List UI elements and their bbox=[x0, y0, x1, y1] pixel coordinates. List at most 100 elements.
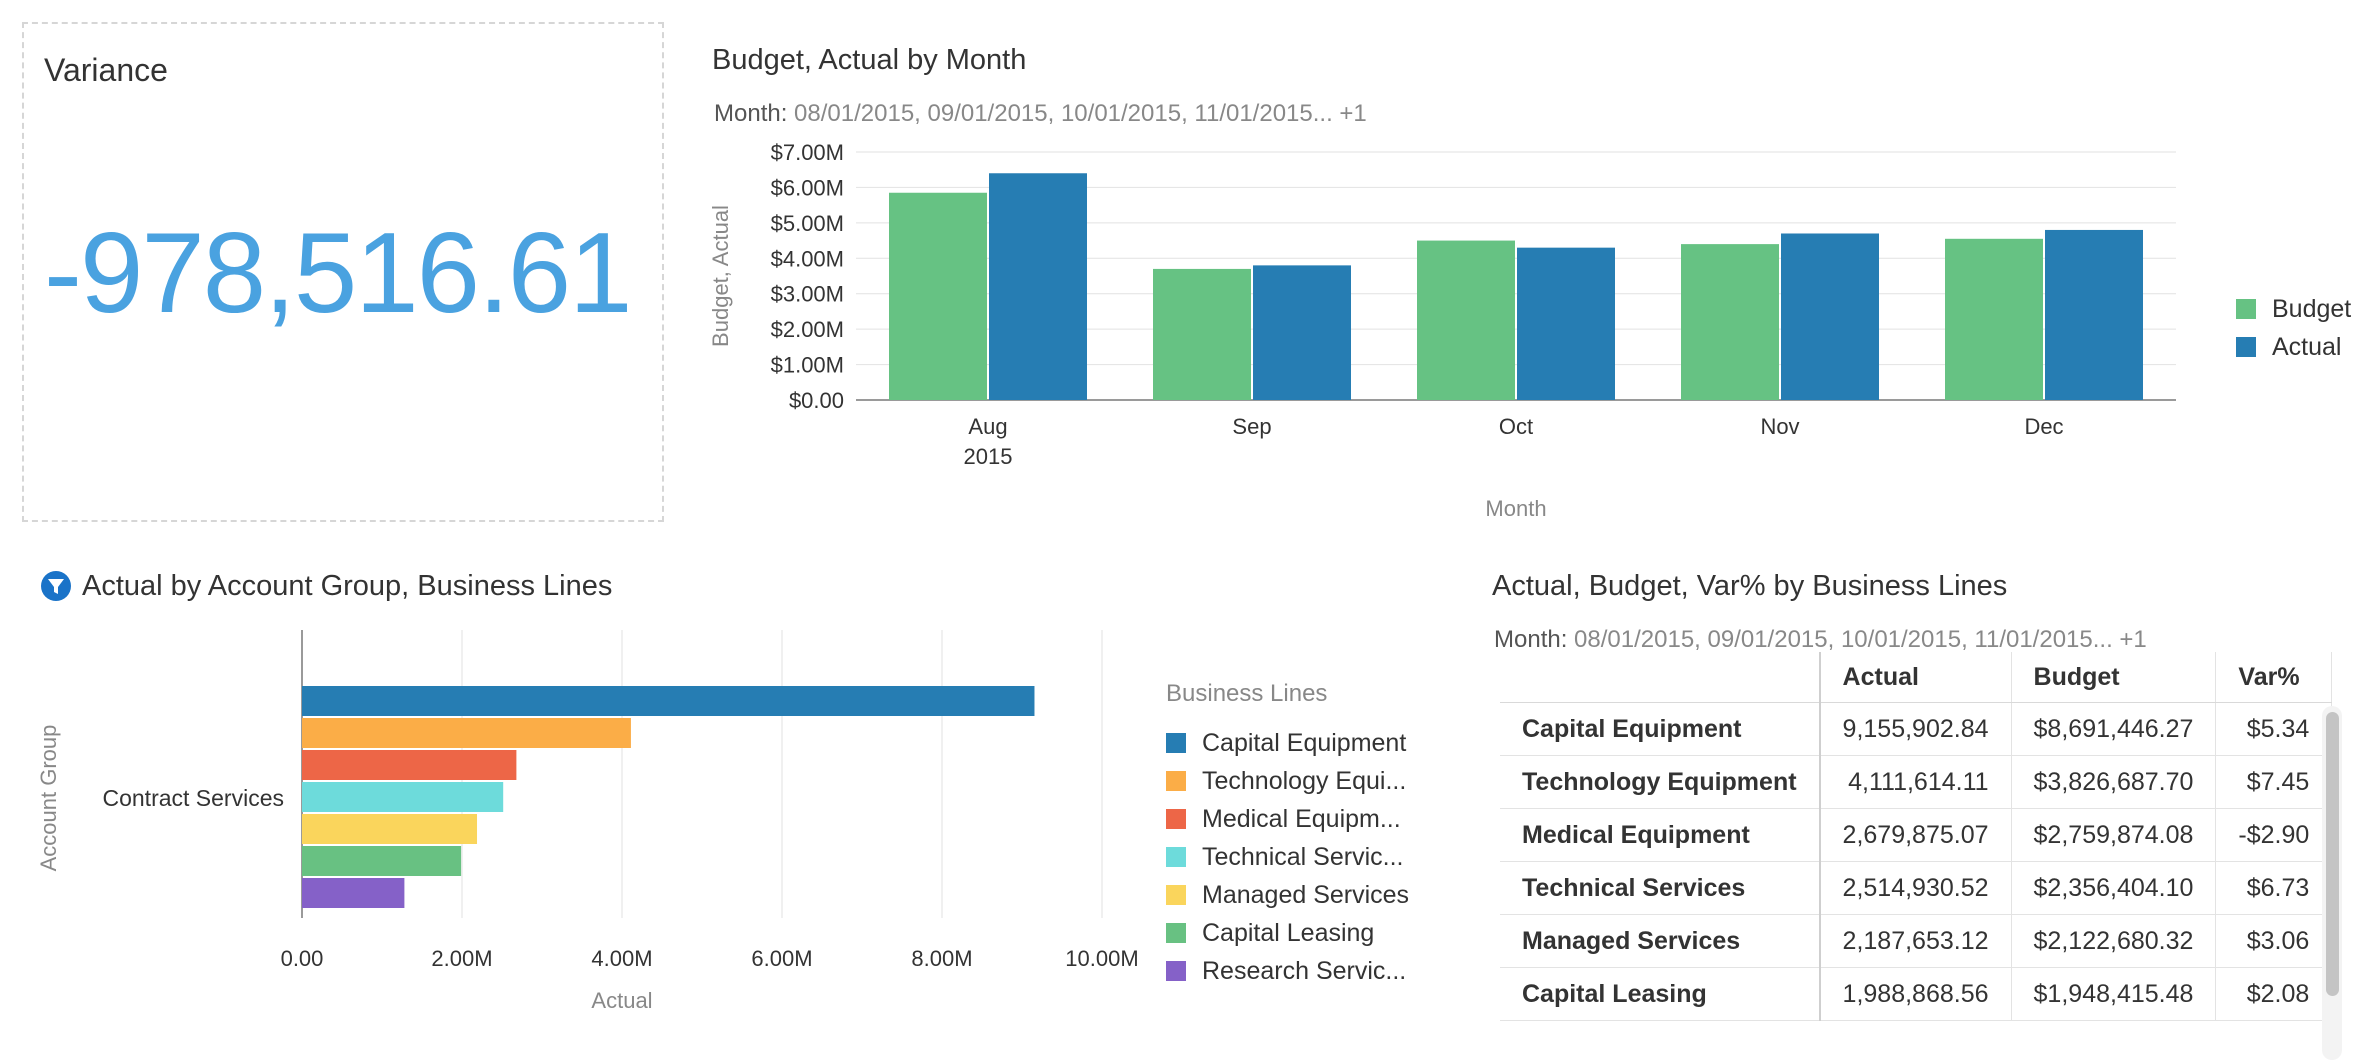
legend-item[interactable]: Technology Equi... bbox=[1166, 762, 1409, 800]
legend-label: Managed Services bbox=[1202, 880, 1410, 909]
legend-item-actual[interactable]: Actual bbox=[2236, 328, 2351, 366]
budget-cell: $1,948,415.48 bbox=[2011, 967, 2217, 1021]
legend-label: Technology Equi... bbox=[1202, 766, 1407, 795]
x-tick-label: 4.00M bbox=[591, 946, 652, 971]
budget-actual-legend: Budget Actual bbox=[2236, 290, 2351, 366]
variance-value: -978,516.61 bbox=[44, 210, 633, 337]
bar-budget-nov[interactable] bbox=[1681, 244, 1779, 400]
x-tick-label: 2.00M bbox=[431, 946, 492, 971]
bar-budget-aug[interactable] bbox=[889, 192, 987, 400]
x-tick-label: Aug bbox=[968, 414, 1007, 439]
budget-cell: $2,759,874.08 bbox=[2011, 808, 2217, 862]
filter-icon[interactable] bbox=[40, 570, 72, 602]
row-header: Technical Services bbox=[1500, 861, 1821, 915]
bar-actual-aug[interactable] bbox=[989, 173, 1087, 400]
bar-budget-sep[interactable] bbox=[1153, 268, 1251, 400]
budget-actual-chart[interactable]: $0.00 $1.00M $2.00M $3.00M $4.00M $5.00M $6.00… bbox=[700, 130, 2200, 530]
bar-capital-equipment[interactable] bbox=[302, 686, 1035, 716]
business-lines-table: Actual Budget Var% Capital Equipment 9,15… bbox=[1500, 652, 2333, 1021]
x-tick-label: 0.00 bbox=[281, 946, 324, 971]
y-tick-label: $0.00 bbox=[789, 388, 844, 413]
filter-label: Month: bbox=[1494, 626, 1568, 653]
legend-item[interactable]: Medical Equipm... bbox=[1166, 800, 1409, 838]
header-var[interactable]: Var% bbox=[2215, 652, 2333, 703]
budget-actual-filter[interactable]: Month: 08/01/2015, 09/01/2015, 10/01/201… bbox=[714, 100, 1367, 128]
bar-actual-oct[interactable] bbox=[1517, 247, 1615, 400]
legend-swatch bbox=[2236, 337, 2256, 357]
category-label: Contract Services bbox=[102, 785, 284, 811]
y-tick-label: $5.00M bbox=[771, 211, 844, 236]
row-header: Medical Equipment bbox=[1500, 808, 1821, 862]
header-budget[interactable]: Budget bbox=[2010, 652, 2217, 703]
budget-cell: $8,691,446.27 bbox=[2011, 702, 2217, 756]
legend-label: Actual bbox=[2272, 332, 2342, 361]
legend-swatch bbox=[1166, 809, 1186, 829]
header-actual[interactable]: Actual bbox=[1818, 652, 2012, 703]
y-tick-label: $2.00M bbox=[771, 317, 844, 342]
bar-actual-nov[interactable] bbox=[1781, 233, 1879, 400]
legend-swatch bbox=[1166, 733, 1186, 753]
table-row[interactable]: Capital Leasing 1,988,868.56 $1,948,415.48… bbox=[1500, 967, 2333, 1021]
var-cell: $7.45 bbox=[2215, 755, 2333, 809]
legend-label: Research Servic... bbox=[1202, 956, 1407, 985]
table-row[interactable]: Medical Equipment 2,679,875.07 $2,759,874.… bbox=[1500, 808, 2333, 862]
y-tick-label: $7.00M bbox=[771, 140, 844, 165]
legend-item[interactable]: Research Servic... bbox=[1166, 952, 1409, 990]
bar-budget-oct[interactable] bbox=[1417, 240, 1515, 400]
account-group-chart[interactable]: 0.00 2.00M 4.00M 6.00M 8.00M 10.00M Contract … bbox=[20, 630, 1140, 1060]
account-group-title: Actual by Account Group, Business Lines bbox=[82, 570, 613, 602]
legend-title: Business Lines bbox=[1166, 680, 1328, 707]
legend-item[interactable]: Capital Equipment bbox=[1166, 724, 1409, 762]
filter-value: 08/01/2015, 09/01/2015, 10/01/2015, 11/0… bbox=[1574, 626, 2147, 653]
var-cell: $5.34 bbox=[2215, 702, 2333, 756]
bar-capital-leasing[interactable] bbox=[302, 846, 462, 876]
x-axis-label: Actual bbox=[591, 988, 652, 1013]
bar-actual-dec[interactable] bbox=[2045, 229, 2143, 400]
x-tick-sublabel: 2015 bbox=[964, 444, 1013, 469]
actual-cell: 2,679,875.07 bbox=[1819, 808, 2012, 862]
legend-item[interactable]: Managed Services bbox=[1166, 876, 1409, 914]
bar-managed-services[interactable] bbox=[302, 814, 478, 844]
bar-technical-services[interactable] bbox=[302, 782, 504, 812]
table-scrollbar-thumb[interactable] bbox=[2326, 712, 2339, 996]
variance-title: Variance bbox=[44, 52, 168, 88]
actual-cell: 2,514,930.52 bbox=[1819, 861, 2012, 915]
bar-budget-dec[interactable] bbox=[1945, 238, 2043, 400]
variance-tile[interactable] bbox=[22, 22, 664, 522]
table-filter[interactable]: Month: 08/01/2015, 09/01/2015, 10/01/201… bbox=[1494, 626, 2147, 654]
bar-technology-equipment[interactable] bbox=[302, 718, 631, 748]
legend-label: Budget bbox=[2272, 294, 2352, 323]
var-cell: $6.73 bbox=[2215, 861, 2333, 915]
table-row[interactable]: Technology Equipment 4,111,614.11 $3,826,6… bbox=[1500, 755, 2333, 809]
x-tick-label: Dec bbox=[2024, 414, 2063, 439]
legend-item[interactable]: Technical Servic... bbox=[1166, 838, 1409, 876]
table-row[interactable]: Managed Services 2,187,653.12 $2,122,680.3… bbox=[1500, 914, 2333, 968]
row-header: Managed Services bbox=[1500, 914, 1821, 968]
actual-cell: 1,988,868.56 bbox=[1819, 967, 2012, 1021]
row-header: Capital Equipment bbox=[1500, 702, 1821, 756]
legend-item-budget[interactable]: Budget bbox=[2236, 290, 2351, 328]
table-row[interactable]: Capital Equipment 9,155,902.84 $8,691,446.… bbox=[1500, 702, 2333, 756]
legend-item[interactable]: Capital Leasing bbox=[1166, 914, 1409, 952]
bar-research-services[interactable] bbox=[302, 878, 405, 908]
actual-cell: 9,155,902.84 bbox=[1819, 702, 2012, 756]
actual-cell: 4,111,614.11 bbox=[1819, 755, 2012, 809]
table-row[interactable]: Technical Services 2,514,930.52 $2,356,404… bbox=[1500, 861, 2333, 915]
budget-cell: $2,356,404.10 bbox=[2011, 861, 2217, 915]
bar-actual-sep[interactable] bbox=[1253, 265, 1351, 400]
filter-value: 08/01/2015, 09/01/2015, 10/01/2015, 11/0… bbox=[794, 100, 1367, 127]
var-cell: $2.08 bbox=[2215, 967, 2333, 1021]
row-header: Capital Leasing bbox=[1500, 967, 1821, 1021]
row-header: Technology Equipment bbox=[1500, 755, 1821, 809]
bar-medical-equipment[interactable] bbox=[302, 750, 517, 780]
legend-label: Capital Equipment bbox=[1202, 728, 1407, 757]
legend-swatch bbox=[1166, 961, 1186, 981]
y-tick-label: $1.00M bbox=[771, 353, 844, 378]
legend-swatch bbox=[1166, 923, 1186, 943]
table-title: Actual, Budget, Var% by Business Lines bbox=[1492, 570, 2008, 602]
y-tick-label: $3.00M bbox=[771, 282, 844, 307]
x-axis-label: Month bbox=[1485, 496, 1546, 521]
y-axis-label: Account Group bbox=[36, 725, 61, 872]
x-tick-label: Sep bbox=[1232, 414, 1271, 439]
x-tick-label: 10.00M bbox=[1065, 946, 1138, 971]
